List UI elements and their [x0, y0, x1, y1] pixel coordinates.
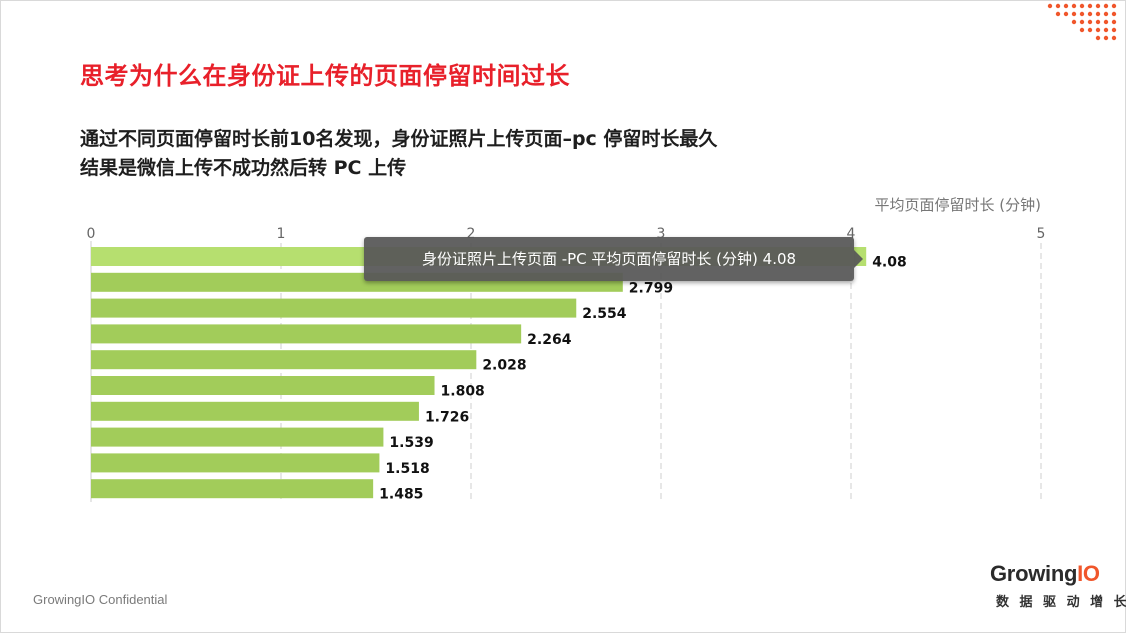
data-label: 1.726 — [425, 409, 469, 425]
decor-dot — [1079, 27, 1085, 33]
bar — [91, 376, 435, 395]
tooltip-arrow — [854, 250, 863, 268]
logo-io: IO — [1077, 561, 1100, 586]
data-label: 1.485 — [379, 487, 423, 503]
decor-dot — [1079, 11, 1085, 17]
confidential-label: GrowingIO Confidential — [33, 592, 168, 607]
decor-dot — [1095, 3, 1101, 9]
decor-dot — [1063, 11, 1069, 17]
decor-dot — [1071, 11, 1077, 17]
data-label: 2.028 — [482, 358, 526, 374]
data-label: 2.554 — [582, 306, 627, 322]
decor-dot — [1103, 35, 1109, 41]
x-axis-title: 平均页面停留时长 (分钟) — [875, 196, 1041, 214]
chart-tooltip: 身份证照片上传页面 -PC 平均页面停留时长 (分钟) 4.08 — [364, 237, 854, 281]
decor-dot — [1095, 11, 1101, 17]
logo-tagline: 数 据 驱 动 增 长 — [996, 595, 1126, 610]
x-tick-label: 2 — [467, 226, 476, 242]
decor-dot — [1095, 35, 1101, 41]
decor-dot — [1087, 11, 1093, 17]
decor-dot — [1087, 27, 1093, 33]
data-label: 1.539 — [389, 435, 433, 451]
decor-dot — [1087, 19, 1093, 25]
page-title: 思考为什么在身份证上传的页面停留时间过长 — [80, 62, 570, 90]
decor-dot — [1111, 19, 1117, 25]
decorative-dots — [1047, 3, 1117, 41]
data-label: 2.799 — [629, 280, 673, 296]
decor-dot — [1087, 3, 1093, 9]
logo-text: Growing — [990, 561, 1078, 586]
data-label: 2.264 — [527, 332, 572, 348]
decor-dot — [1095, 27, 1101, 33]
subtitle-line-1: 通过不同页面停留时长前10名发现，身份证照片上传页面–pc 停留时长最久 — [80, 128, 718, 150]
bar — [91, 350, 477, 370]
subtitle-line-2: 结果是微信上传不成功然后转 PC 上传 — [80, 157, 407, 179]
decor-dot — [1079, 3, 1085, 9]
decor-dot — [1063, 3, 1069, 9]
data-label: 1.518 — [385, 461, 429, 477]
decor-dot — [1103, 11, 1109, 17]
decor-dot — [1111, 3, 1117, 9]
decor-dot — [1055, 11, 1061, 17]
decor-dot — [1071, 3, 1077, 9]
decor-dot — [1055, 3, 1061, 9]
data-label: 1.808 — [441, 384, 485, 400]
x-tick-label: 3 — [657, 226, 666, 242]
decor-dot — [1111, 27, 1117, 33]
x-tick-label: 1 — [277, 226, 286, 242]
bar — [91, 324, 522, 344]
x-tick-label: 5 — [1037, 226, 1046, 242]
bar — [91, 427, 384, 447]
decor-dot — [1071, 19, 1077, 25]
decor-dot — [1103, 3, 1109, 9]
decor-dot — [1103, 27, 1109, 33]
decor-dot — [1047, 3, 1053, 9]
bar — [91, 453, 380, 473]
bar — [91, 479, 374, 499]
growingio-logo: GrowingIO — [990, 561, 1100, 587]
bar — [91, 401, 419, 421]
decor-dot — [1111, 11, 1117, 17]
bar — [91, 298, 577, 318]
x-tick-label: 0 — [87, 226, 96, 242]
decor-dot — [1095, 19, 1101, 25]
data-label: 4.08 — [872, 255, 907, 271]
decor-dot — [1079, 19, 1085, 25]
decor-dot — [1103, 19, 1109, 25]
decor-dot — [1111, 35, 1117, 41]
x-tick-label: 4 — [847, 226, 856, 242]
